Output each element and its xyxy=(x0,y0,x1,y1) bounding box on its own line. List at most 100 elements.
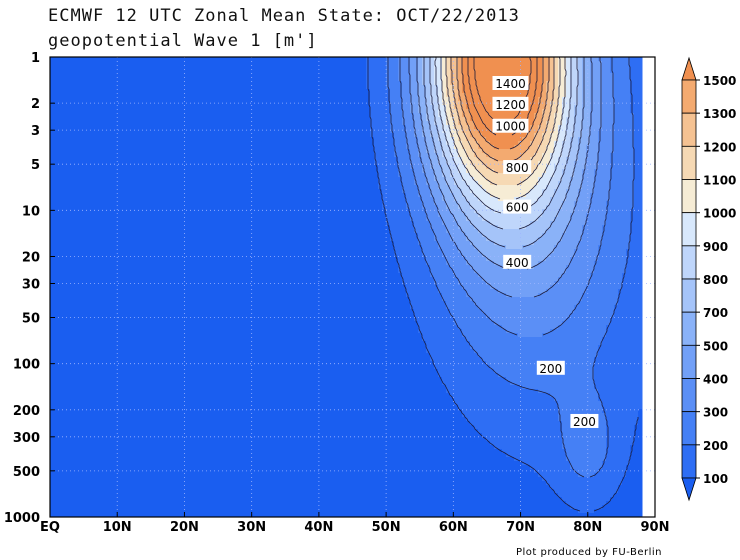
x-tick-label: 90N xyxy=(641,520,670,535)
colorbar-label: 900 xyxy=(703,240,728,254)
chart-title: ECMWF 12 UTC Zonal Mean State: OCT/22/20… xyxy=(48,6,520,26)
y-tick-label: 200 xyxy=(13,404,40,419)
x-tick-label: 10N xyxy=(103,520,132,535)
contour-label-bg xyxy=(503,254,532,269)
contour-label: 200 xyxy=(539,362,562,376)
colorbar-label: 1500 xyxy=(703,74,736,88)
colorbar-box xyxy=(681,245,697,280)
colorbar-bottom-arrow xyxy=(681,477,697,502)
contour-line xyxy=(387,57,585,478)
x-tick-label: 30N xyxy=(237,520,266,535)
contour-line xyxy=(511,57,550,162)
contour-line xyxy=(513,57,555,174)
colorbar-box xyxy=(681,311,697,346)
colorbar-label: 300 xyxy=(703,406,728,420)
chart-subtitle: geopotential Wave 1 [m'] xyxy=(48,31,318,51)
contour-line xyxy=(517,57,572,214)
contour-line xyxy=(429,57,504,230)
contour-label-bg xyxy=(570,413,599,428)
contour-label: 800 xyxy=(506,161,529,175)
contour-line xyxy=(518,57,579,230)
colorbar-label: 800 xyxy=(703,273,728,287)
contour-label-bg xyxy=(503,160,532,175)
y-tick-label: 2 xyxy=(31,97,40,112)
contour-label-bg xyxy=(536,360,565,375)
contour-label-bg xyxy=(492,118,529,133)
y-tick-label: 3 xyxy=(31,124,40,139)
y-tick-label: 100 xyxy=(13,358,40,373)
contour-line xyxy=(515,57,567,200)
contour-lines xyxy=(367,56,639,512)
y-tick-label: 300 xyxy=(13,431,40,446)
y-tick-label: 10 xyxy=(22,204,40,219)
contour-line xyxy=(367,57,581,512)
chart-title-block: ECMWF 12 UTC Zonal Mean State: OCT/22/20… xyxy=(48,4,520,54)
x-tick-label: EQ xyxy=(40,520,60,535)
colorbar-box xyxy=(681,212,697,247)
contour-line xyxy=(522,57,585,248)
colorbar-box xyxy=(681,278,697,313)
colorbar-label: 700 xyxy=(703,306,728,320)
contour-label: 1400 xyxy=(495,77,526,91)
y-tick-label: 30 xyxy=(22,277,40,292)
contour-line xyxy=(450,57,499,174)
colorbar-label: 100 xyxy=(703,472,728,486)
contour-line xyxy=(533,57,602,298)
contour-line xyxy=(593,417,639,512)
colorbar-box xyxy=(681,179,697,214)
colorbar-label: 1300 xyxy=(703,107,736,121)
contour-line xyxy=(456,57,499,162)
colorbar-box xyxy=(681,344,697,379)
x-tick-label: 40N xyxy=(304,520,333,535)
contour-line xyxy=(408,57,513,298)
contour-line xyxy=(473,57,497,122)
contour-label-bg xyxy=(492,96,529,111)
y-tick-label: 1000 xyxy=(4,511,40,526)
y-tick-label: 1 xyxy=(31,51,40,66)
contour-label-bg xyxy=(503,199,532,214)
colorbar-label: 400 xyxy=(703,373,728,387)
shaded-field xyxy=(50,57,643,518)
plot-credit: Plot produced by FU-Berlin xyxy=(515,547,662,558)
contour-line xyxy=(434,57,502,214)
contour-line xyxy=(440,57,501,200)
colorbar-label: 1000 xyxy=(703,207,736,221)
contour-label: 600 xyxy=(506,201,529,215)
contour-line xyxy=(467,57,497,136)
x-tick-label: 80N xyxy=(573,520,602,535)
contour-label: 1200 xyxy=(495,98,526,112)
colorbar-box xyxy=(681,112,697,147)
colorbar-box xyxy=(681,145,697,180)
contour-label-bg xyxy=(492,76,529,91)
colorbar-label: 1200 xyxy=(703,140,736,154)
colorbar xyxy=(681,56,697,502)
x-tick-label: 70N xyxy=(506,520,535,535)
colorbar-box xyxy=(681,378,697,413)
contour-label: 400 xyxy=(506,256,529,270)
colorbar-box xyxy=(681,444,697,479)
y-tick-label: 500 xyxy=(13,465,40,480)
x-tick-label: 60N xyxy=(439,520,468,535)
contour-line xyxy=(416,57,510,270)
y-tick-label: 20 xyxy=(22,250,40,265)
contour-label: 1000 xyxy=(495,120,526,134)
x-tick-label: 20N xyxy=(170,520,199,535)
colorbar-label: 200 xyxy=(703,439,728,453)
colorbar-box xyxy=(681,411,697,446)
contour-line xyxy=(423,57,506,248)
colorbar-label: 500 xyxy=(703,339,728,353)
y-tick-label: 5 xyxy=(31,158,40,173)
contour-line xyxy=(516,56,561,186)
contour-line xyxy=(589,57,635,478)
contour-line xyxy=(445,57,498,186)
colorbar-box xyxy=(681,79,697,114)
x-tick-label: 50N xyxy=(372,520,401,535)
contour-line xyxy=(509,57,544,150)
colorbar-top-arrow xyxy=(681,56,697,81)
contour-label: 200 xyxy=(573,415,596,429)
plot-frame xyxy=(49,56,656,518)
contour-line xyxy=(526,57,593,270)
y-tick-label: 50 xyxy=(22,312,40,327)
colorbar-label: 1100 xyxy=(703,174,736,188)
